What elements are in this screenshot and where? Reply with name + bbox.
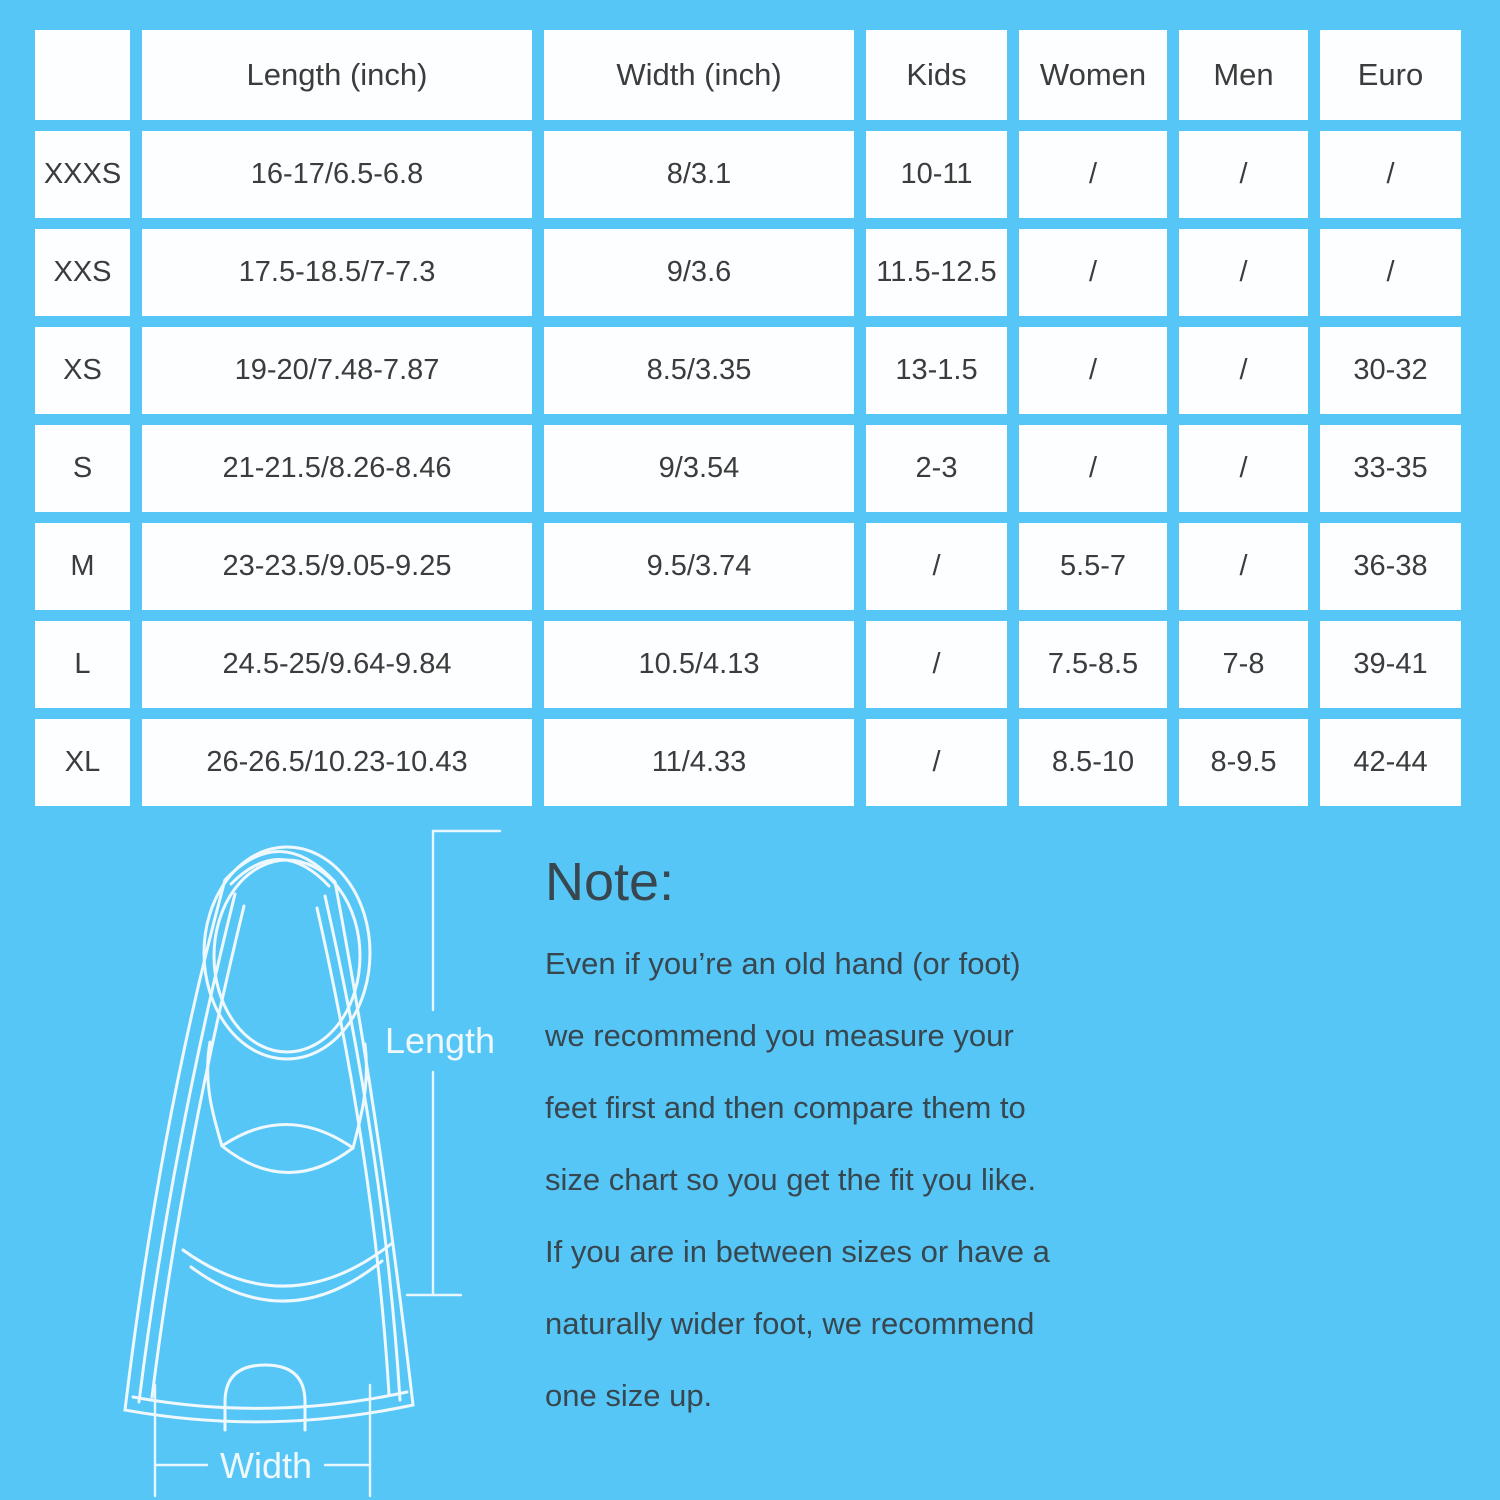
table-cell: 8-9.5 (1179, 719, 1308, 806)
table-cell: 9/3.6 (544, 229, 854, 316)
note-line: one size up. (545, 1378, 713, 1413)
table-cell: 21-21.5/8.26-8.46 (142, 425, 532, 512)
table-cell: 30-32 (1320, 327, 1461, 414)
table-cell: / (1019, 229, 1167, 316)
col-header-width: Width (inch) (544, 30, 854, 120)
table-cell: 16-17/6.5-6.8 (142, 131, 532, 218)
note-line: feet first and then compare them to (545, 1090, 1026, 1125)
row-label: XXXS (35, 131, 130, 218)
table-cell: 17.5-18.5/7-7.3 (142, 229, 532, 316)
col-header-men: Men (1179, 30, 1308, 120)
table-cell: 36-38 (1320, 523, 1461, 610)
fin-outline (123, 850, 415, 1424)
table-cell: 19-20/7.48-7.87 (142, 327, 532, 414)
row-label: S (35, 425, 130, 512)
table-cell: 8/3.1 (544, 131, 854, 218)
table-cell: 13-1.5 (866, 327, 1007, 414)
table-cell: / (1179, 131, 1308, 218)
col-header-women: Women (1019, 30, 1167, 120)
table-cell: / (1179, 327, 1308, 414)
table-cell: / (866, 621, 1007, 708)
table-cell: / (1019, 131, 1167, 218)
note-title: Note: (545, 852, 675, 912)
table-cell: 39-41 (1320, 621, 1461, 708)
table-cell: 5.5-7 (1019, 523, 1167, 610)
table-cell: 2-3 (866, 425, 1007, 512)
col-header-kids: Kids (866, 30, 1007, 120)
table-cell: 10.5/4.13 (544, 621, 854, 708)
table-cell: 7-8 (1179, 621, 1308, 708)
row-label: L (35, 621, 130, 708)
table-cell: / (866, 523, 1007, 610)
table-cell: / (1320, 229, 1461, 316)
note-line: If you are in between sizes or have a (545, 1234, 1050, 1269)
table-cell: / (1019, 425, 1167, 512)
row-label: XL (35, 719, 130, 806)
length-dimension-line (405, 829, 502, 1297)
foot-pocket (181, 845, 393, 1432)
table-cell: 11.5-12.5 (866, 229, 1007, 316)
length-label: Length (385, 1020, 495, 1061)
table-cell: 8.5/3.35 (544, 327, 854, 414)
table-cell: / (1320, 131, 1461, 218)
width-label: Width (220, 1445, 312, 1486)
table-cell: 8.5-10 (1019, 719, 1167, 806)
table-cell: 26-26.5/10.23-10.43 (142, 719, 532, 806)
table-cell: / (1179, 229, 1308, 316)
fin-diagram: Length Width (123, 829, 502, 1498)
row-label: M (35, 523, 130, 610)
width-dimension-line (153, 1383, 372, 1498)
table-cell: 23-23.5/9.05-9.25 (142, 523, 532, 610)
table-cell: 10-11 (866, 131, 1007, 218)
table-cell: 9.5/3.74 (544, 523, 854, 610)
col-header-euro: Euro (1320, 30, 1461, 120)
corner-cell (35, 30, 130, 120)
table-cell: 33-35 (1320, 425, 1461, 512)
note-section: Note: Even if you’re an old hand (or foo… (545, 852, 1205, 1432)
col-header-length: Length (inch) (142, 30, 532, 120)
table-cell: 42-44 (1320, 719, 1461, 806)
table-cell: / (1179, 523, 1308, 610)
size-chart-table: Length (inch) Width (inch) Kids Women Me… (35, 30, 1461, 806)
row-label: XS (35, 327, 130, 414)
note-line: we recommend you measure your (545, 1018, 1014, 1053)
note-line: Even if you’re an old hand (or foot) (545, 946, 1021, 981)
table-cell: 7.5-8.5 (1019, 621, 1167, 708)
table-cell: 24.5-25/9.64-9.84 (142, 621, 532, 708)
table-cell: / (1179, 425, 1308, 512)
note-body: Even if you’re an old hand (or foot) we … (545, 928, 1205, 1432)
note-line: size chart so you get the fit you like. (545, 1162, 1037, 1197)
table-cell: / (1019, 327, 1167, 414)
row-label: XXS (35, 229, 130, 316)
table-cell: 9/3.54 (544, 425, 854, 512)
note-line: naturally wider foot, we recommend (545, 1306, 1035, 1341)
table-cell: 11/4.33 (544, 719, 854, 806)
table-cell: / (866, 719, 1007, 806)
